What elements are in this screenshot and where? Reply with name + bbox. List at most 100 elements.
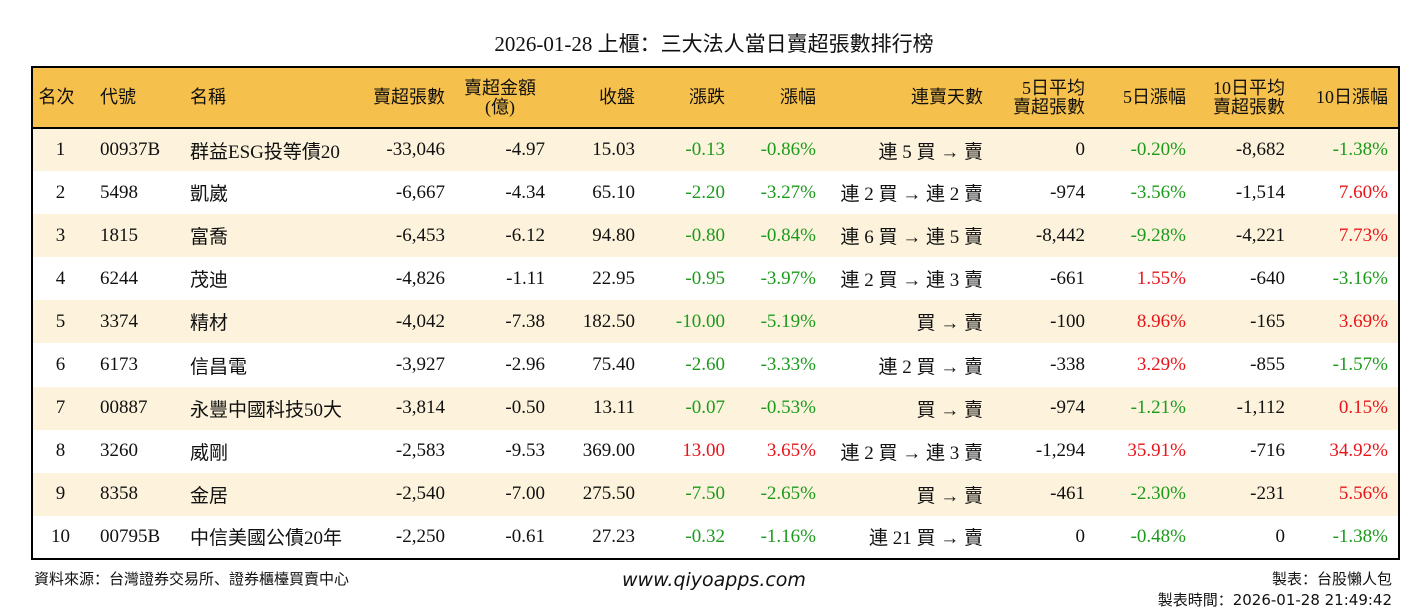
cell-net-sell-volume: -2,540: [395, 483, 445, 505]
cell-sell-streak: 連 21 買 → 賣: [868, 528, 983, 550]
cell-pct5: -2.30%: [1130, 483, 1186, 505]
cell-avg10-net-sell: -716: [1250, 440, 1285, 462]
cell-net-sell-amount: -4.97: [505, 139, 545, 161]
cell-pct10: 7.73%: [1338, 224, 1388, 246]
cell-name: 精材: [190, 313, 229, 335]
cell-close: 65.10: [592, 181, 635, 203]
cell-code: 00887: [100, 397, 148, 419]
cell-avg10-net-sell: 0: [1275, 525, 1286, 547]
cell-change-pct: -2.65%: [760, 483, 816, 505]
cell-pct5: -0.20%: [1130, 139, 1186, 161]
cell-sell-streak: 連 2 買 → 連 3 賣: [840, 442, 983, 464]
cell-sell-streak: 買 → 賣: [916, 485, 983, 507]
cell-pct5: -1.21%: [1130, 397, 1186, 419]
cell-name: 群益ESG投等債20: [190, 141, 340, 163]
cell-name: 茂迪: [190, 270, 229, 292]
cell-change: -2.60: [685, 354, 725, 376]
cell-net-sell-volume: -33,046: [386, 139, 445, 161]
cell-pct10: -1.57%: [1332, 354, 1388, 376]
cell-rank: 9: [55, 483, 66, 505]
table-row: 1 00937B 群益ESG投等債20 -33,046 -4.97 15.03 -0.13 -…: [32, 128, 1399, 172]
cell-net-sell-volume: -4,042: [395, 310, 445, 332]
cell-net-sell-amount: -9.53: [505, 440, 545, 462]
cell-net-sell-amount: -4.34: [505, 181, 545, 203]
cell-change-pct: -3.97%: [760, 267, 816, 289]
header-code: 代號: [100, 87, 136, 107]
cell-net-sell-amount: -7.38: [505, 310, 545, 332]
cell-net-sell-amount: -0.50: [505, 397, 545, 419]
cell-avg5-net-sell: -8,442: [1035, 224, 1085, 246]
cell-avg10-net-sell: -855: [1250, 354, 1285, 376]
cell-pct10: 7.60%: [1338, 181, 1388, 203]
header-change: 漲跌: [689, 87, 725, 107]
cell-sell-streak: 連 5 買 → 賣: [878, 141, 983, 163]
header-change-pct: 漲幅: [780, 87, 816, 107]
cell-net-sell-volume: -4,826: [395, 267, 445, 289]
cell-change: 13.00: [682, 440, 725, 462]
cell-name: 凱崴: [190, 184, 229, 206]
cell-net-sell-volume: -2,583: [395, 440, 445, 462]
cell-name: 富喬: [190, 227, 229, 249]
cell-sell-streak: 買 → 賣: [916, 313, 983, 335]
cell-rank: 1: [55, 139, 66, 161]
cell-avg5-net-sell: -661: [1050, 267, 1085, 289]
cell-change: -7.50: [685, 483, 725, 505]
website-link[interactable]: www.qiyoapps.com: [622, 569, 806, 591]
cell-rank: 7: [55, 397, 66, 419]
header-name: 名稱: [190, 87, 226, 107]
cell-change-pct: -3.33%: [760, 354, 816, 376]
cell-avg10-net-sell: -8,682: [1235, 139, 1285, 161]
cell-close: 22.95: [592, 267, 635, 289]
cell-change: -0.32: [685, 525, 725, 547]
cell-close: 275.50: [582, 483, 635, 505]
table-row: 8 3260 威剛 -2,583 -9.53 369.00 13.00 3.65% 連 2 買 …: [32, 429, 1399, 473]
cell-name: 中信美國公債20年: [190, 528, 343, 550]
generated-time: 製表時間：2026-01-28 21:49:42: [1157, 591, 1392, 609]
table-header: 名次 代號 名稱 賣超張數 賣超金額 (億) 收盤 漲跌 漲幅 連賣天數 5日平均 賣超張數 5日漲幅 1…: [32, 67, 1399, 128]
cell-close: 75.40: [592, 354, 635, 376]
cell-rank: 10: [51, 525, 70, 547]
cell-rank: 3: [55, 224, 66, 246]
cell-avg10-net-sell: -1,112: [1236, 397, 1285, 419]
cell-close: 15.03: [592, 139, 635, 161]
cell-sell-streak: 連 6 買 → 連 5 賣: [840, 227, 983, 249]
cell-code: 00795B: [100, 525, 161, 547]
cell-change-pct: -5.19%: [760, 310, 816, 332]
table-row: 4 6244 茂迪 -4,826 -1.11 22.95 -0.95 -3.97% 連 2 買 …: [32, 257, 1399, 301]
cell-code: 1815: [100, 224, 138, 246]
cell-code: 6244: [100, 267, 138, 289]
cell-rank: 4: [55, 267, 66, 289]
cell-pct10: 3.69%: [1338, 310, 1388, 332]
cell-avg5-net-sell: -974: [1050, 397, 1085, 419]
header-sell-streak: 連賣天數: [911, 87, 983, 107]
cell-sell-streak: 買 → 賣: [916, 399, 983, 421]
header-close: 收盤: [599, 87, 635, 107]
cell-avg5-net-sell: 0: [1075, 139, 1086, 161]
cell-code: 5498: [100, 181, 138, 203]
cell-code: 3374: [100, 310, 138, 332]
cell-name: 信昌電: [190, 356, 248, 378]
cell-sell-streak: 連 2 買 → 連 3 賣: [840, 270, 983, 292]
cell-avg10-net-sell: -640: [1250, 267, 1285, 289]
cell-avg5-net-sell: -1,294: [1035, 440, 1085, 462]
maker: 製表：台股懶人包: [1271, 570, 1392, 588]
cell-name: 威剛: [190, 442, 229, 464]
cell-rank: 2: [55, 181, 66, 203]
cell-name: 金居: [190, 485, 229, 507]
ranking-table: 名次 代號 名稱 賣超張數 賣超金額 (億) 收盤 漲跌 漲幅 連賣天數 5日平均 賣超張數 5日漲幅 1…: [31, 66, 1400, 560]
cell-net-sell-volume: -6,667: [395, 181, 445, 203]
cell-change-pct: -1.16%: [760, 525, 816, 547]
table-row: 3 1815 富喬 -6,453 -6.12 94.80 -0.80 -0.84% 連 6 買 …: [32, 214, 1399, 258]
cell-avg5-net-sell: -974: [1050, 181, 1085, 203]
cell-close: 13.11: [592, 397, 635, 419]
cell-pct5: -0.48%: [1130, 525, 1186, 547]
header-pct10: 10日漲幅: [1316, 87, 1388, 107]
cell-avg5-net-sell: 0: [1075, 525, 1086, 547]
cell-change-pct: -0.53%: [760, 397, 816, 419]
cell-close: 369.00: [582, 440, 635, 462]
data-source: 資料來源：台灣證券交易所、證券櫃檯買賣中心: [34, 570, 350, 588]
cell-net-sell-amount: -6.12: [505, 224, 545, 246]
header-net-sell-volume: 賣超張數: [373, 87, 445, 107]
cell-pct5: 3.29%: [1136, 354, 1186, 376]
header-net-sell-amount: 賣超金額 (億): [464, 77, 536, 117]
